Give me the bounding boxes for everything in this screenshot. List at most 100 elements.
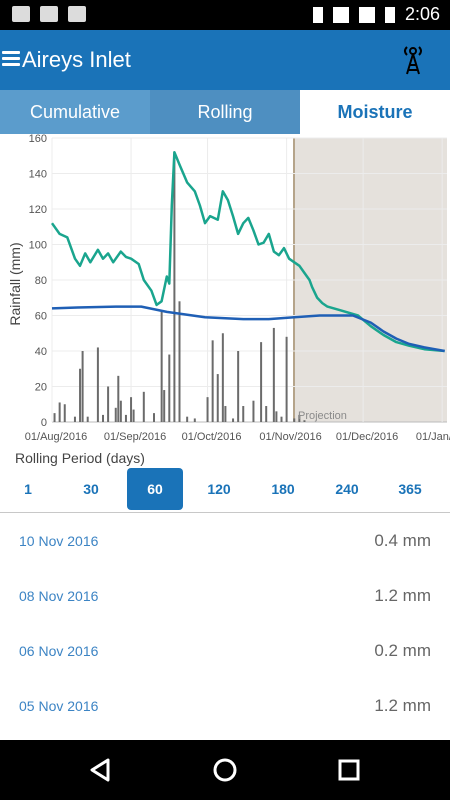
record-date: 10 Nov 2016 [19, 533, 99, 549]
rain-bar [303, 420, 306, 422]
y-tick-label: 0 [41, 417, 47, 429]
rain-bar [272, 327, 275, 422]
status-bar: 2:06 [0, 0, 450, 30]
rain-bar [237, 351, 240, 422]
record-value: 0.2 mm [374, 641, 431, 660]
rain-bar [280, 416, 283, 422]
system-icons: 2:06 [312, 4, 440, 25]
tab-cumulative[interactable]: Cumulative [0, 90, 150, 134]
rain-bar [119, 400, 122, 422]
rain-bar [117, 375, 120, 422]
rain-bar [96, 347, 99, 422]
rain-bar [73, 416, 76, 422]
projection-label: Projection [298, 410, 347, 422]
x-tick-label: 01/Aug/2016 [25, 431, 87, 443]
x-axis: 01/Aug/2016 01/Sep/2016 01/Oct/2016 01/Nov/… [25, 431, 450, 443]
rain-bar [63, 404, 66, 422]
rain-bar [178, 301, 181, 422]
y-tick-label: 100 [29, 240, 47, 252]
rain-bar [58, 402, 61, 422]
y-tick-label: 60 [35, 311, 47, 323]
rain-bar [168, 354, 171, 422]
record-date: 08 Nov 2016 [19, 588, 99, 604]
rolling-period-label: Rolling Period (days) [15, 450, 145, 466]
gmail-icon [12, 6, 30, 22]
android-icon [68, 6, 86, 22]
x-tick-label: 01/Oct/2016 [182, 431, 242, 443]
rain-bar [114, 407, 117, 422]
rain-bar [102, 414, 104, 422]
rainfall-chart: 0 20 40 60 80 100 120 140 160 01/Aug/2016 01/Sep/… [0, 133, 450, 454]
record-row[interactable]: 06 Nov 2016 0.2 mm [0, 630, 450, 685]
rain-bar [224, 406, 227, 422]
back-icon[interactable] [90, 758, 110, 782]
period-option-30[interactable]: 30 [83, 481, 99, 497]
home-icon[interactable] [213, 758, 237, 782]
rain-bar [53, 413, 56, 422]
record-row[interactable]: 05 Nov 2016 1.2 mm [0, 685, 450, 740]
rain-bar [293, 418, 296, 422]
rain-bar [132, 409, 135, 422]
rain-bar [107, 386, 110, 422]
wifi-icon [332, 6, 349, 23]
rain-bar [265, 406, 268, 422]
bluetooth-icon [312, 6, 323, 23]
rain-bar [242, 406, 245, 422]
rain-bar [86, 416, 89, 422]
period-option-365[interactable]: 365 [398, 481, 422, 497]
period-option-240[interactable]: 240 [335, 481, 359, 497]
rain-bar [163, 390, 166, 422]
rain-bar [130, 397, 133, 422]
nav-buttons [90, 758, 360, 782]
record-value: 1.2 mm [374, 696, 431, 715]
rain-bar [211, 340, 214, 422]
app-bar: Aireys Inlet [0, 30, 450, 90]
period-option-60[interactable]: 60 [127, 468, 183, 510]
rain-bar [173, 152, 176, 422]
image-icon [40, 6, 58, 22]
recents-icon[interactable] [338, 759, 360, 781]
record-date: 05 Nov 2016 [19, 698, 99, 714]
rain-bar [193, 418, 196, 422]
period-option-1[interactable]: 1 [24, 481, 32, 497]
tab-bar: Cumulative Rolling Moisture [0, 90, 450, 134]
rolling-period-selector: 1 30 60 120 180 240 365 [0, 468, 450, 512]
clock: 2:06 [404, 4, 440, 24]
period-option-120[interactable]: 120 [207, 481, 231, 497]
period-option-180[interactable]: 180 [271, 481, 295, 497]
rain-bar [124, 414, 127, 422]
notification-icons [12, 6, 86, 22]
divider [0, 512, 450, 513]
y-tick-label: 40 [35, 346, 47, 358]
series-line-1 [51, 305, 445, 353]
x-tick-label: 01/Dec/2016 [336, 431, 398, 443]
rain-bar [221, 333, 224, 422]
rain-bar [160, 311, 163, 422]
tab-moisture[interactable]: Moisture [300, 90, 450, 134]
record-row[interactable]: 10 Nov 2016 0.4 mm [0, 520, 450, 575]
y-tick-label: 160 [29, 134, 47, 145]
rain-bars [53, 152, 306, 422]
x-tick-label: 01/Nov/2016 [259, 431, 321, 443]
rain-bar [142, 391, 145, 422]
series-line-0 [50, 150, 445, 353]
x-tick-label: 01/Sep/2016 [104, 431, 166, 443]
record-value: 1.2 mm [374, 586, 431, 605]
y-tick-label: 120 [29, 204, 47, 216]
menu-icon[interactable] [2, 51, 20, 67]
battery-icon [384, 6, 395, 23]
record-date: 06 Nov 2016 [19, 643, 99, 659]
tab-rolling[interactable]: Rolling [150, 90, 300, 134]
rain-bar [252, 400, 255, 422]
y-tick-label: 80 [35, 275, 47, 287]
rain-bar [216, 374, 219, 422]
record-row[interactable]: 08 Nov 2016 1.2 mm [0, 575, 450, 630]
rain-bar [153, 413, 155, 422]
x-tick-label: 01/Jan/2017 [416, 431, 450, 443]
rain-bar [232, 418, 235, 422]
rain-bar [298, 414, 301, 422]
rain-bar [275, 411, 278, 422]
rain-bar [186, 416, 189, 422]
antenna-icon[interactable] [402, 45, 424, 75]
rain-bar [206, 397, 209, 422]
